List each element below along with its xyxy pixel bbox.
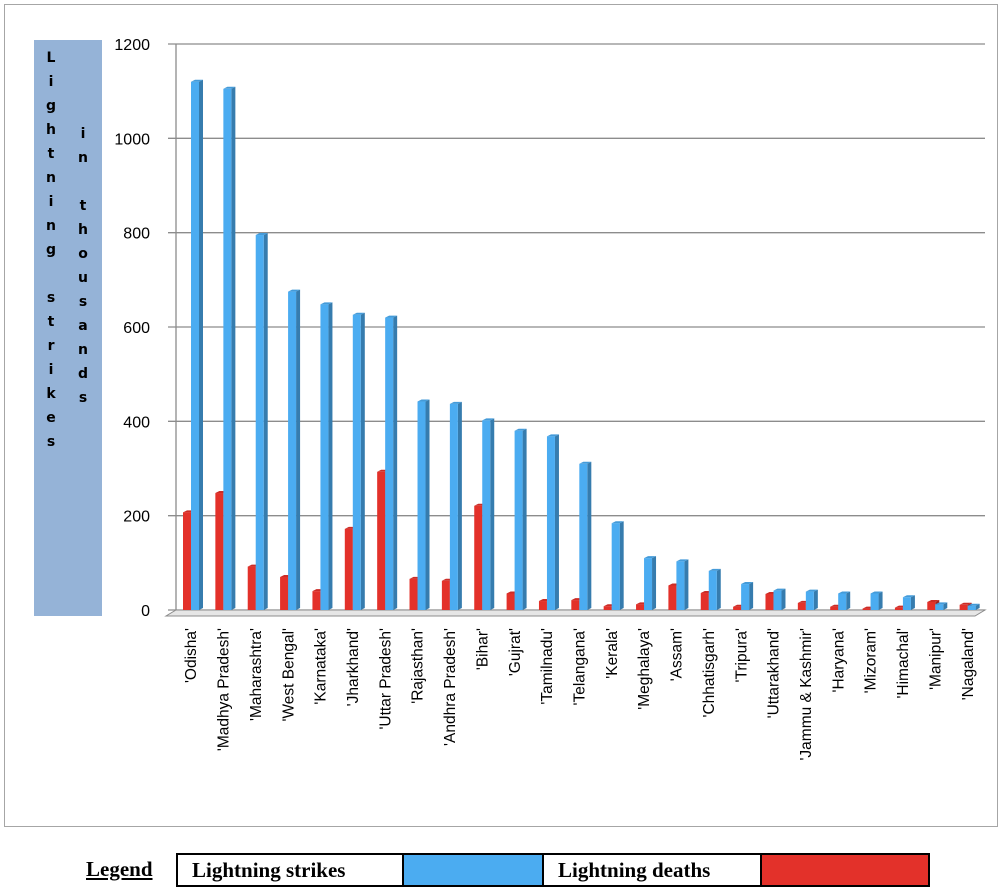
x-tick-label: 'Kerala' xyxy=(604,628,621,679)
y-tick-label: 600 xyxy=(123,320,150,337)
y-title-col1-char: e xyxy=(46,410,56,426)
legend: Legend Lightning strikes Lightning death… xyxy=(86,853,936,887)
y-title-col1-char: s xyxy=(46,290,56,306)
strikes-bar xyxy=(514,428,527,610)
y-title-col1-char: h xyxy=(46,122,56,138)
strikes-bar xyxy=(741,582,754,610)
x-tick-label: 'Odisha' xyxy=(183,628,200,683)
y-tick-label: 1200 xyxy=(114,37,150,54)
strikes-bar xyxy=(223,86,236,610)
legend-strikes-text: Lightning strikes xyxy=(192,857,346,882)
x-tick-label: 'Manipur' xyxy=(927,628,944,690)
y-title-col1-char: L xyxy=(46,50,56,66)
x-tick-label: 'Madhya Pradesh' xyxy=(216,628,233,751)
x-tick-label: 'Nagaland' xyxy=(960,628,977,700)
strikes-bar xyxy=(708,568,721,610)
strikes-bar xyxy=(385,315,398,610)
y-title-col2-char: s xyxy=(78,294,88,310)
x-tick-label: 'Jammu & Kashmir' xyxy=(798,628,815,761)
y-tick-label: 200 xyxy=(123,509,150,526)
legend-deaths-swatch xyxy=(760,853,930,887)
x-tick-label: 'West Bengal' xyxy=(280,628,297,722)
x-tick-label: 'Andhra Pradesh' xyxy=(442,628,459,746)
strikes-bar xyxy=(773,588,786,610)
y-title-col1-char: n xyxy=(46,218,56,234)
x-tick-label: 'Uttar Pradesh' xyxy=(377,628,394,730)
chart-floor xyxy=(164,609,987,617)
strikes-bar xyxy=(255,233,268,610)
y-title-col1-char: i xyxy=(48,194,54,210)
strikes-bar xyxy=(320,302,333,610)
y-title-col1-char: i xyxy=(48,74,54,90)
y-title-col2-char: t xyxy=(79,198,87,214)
strikes-bar xyxy=(191,79,203,610)
x-tick-label: 'Himachal' xyxy=(895,628,912,699)
y-title-col1-char: s xyxy=(46,434,56,450)
strikes-bar xyxy=(546,434,559,610)
y-title-col2-char: h xyxy=(78,222,88,238)
y-title-col1-char: k xyxy=(46,386,56,402)
x-tick-label: 'Uttarakhand' xyxy=(766,628,783,718)
strikes-bar xyxy=(579,461,592,610)
strikes-bar xyxy=(449,401,462,610)
y-title-col1-char: t xyxy=(47,314,55,330)
x-tick-label: 'Bihar' xyxy=(474,628,491,670)
strikes-bar xyxy=(611,521,624,610)
strikes-bar xyxy=(482,418,495,610)
strikes-bar xyxy=(805,589,818,610)
strikes-bar xyxy=(288,289,301,610)
x-tick-label: 'Mizoram' xyxy=(863,628,880,693)
x-tick-label: 'Haryana' xyxy=(830,628,847,693)
y-title-col2-char: s xyxy=(78,390,88,406)
x-tick-label: 'Maharashtra' xyxy=(248,628,265,721)
chart-frame xyxy=(4,4,998,827)
strikes-bar xyxy=(870,591,883,610)
y-title-col1-char: n xyxy=(46,170,56,186)
x-tick-label: 'Jharkhand' xyxy=(345,628,362,706)
y-title-col2-char: d xyxy=(78,366,89,382)
y-title-col2-char: i xyxy=(80,126,86,142)
strikes-bar xyxy=(644,556,657,610)
legend-deaths-text: Lightning deaths xyxy=(558,857,711,882)
y-tick-label: 800 xyxy=(123,226,150,243)
bar-chart: 0 200 400 600 800 1000 1200 'Odisha' 'Madhya Pra… xyxy=(114,37,987,761)
y-title-col2-char: n xyxy=(78,150,88,166)
y-title-col2-char: n xyxy=(78,342,88,358)
legend-deaths-label: Lightning deaths xyxy=(542,853,762,887)
x-tick-label: 'Gujrat' xyxy=(507,628,524,676)
x-tick-label: 'Tripura' xyxy=(733,628,750,682)
strikes-bar xyxy=(902,595,915,610)
strikes-bar xyxy=(352,312,365,610)
x-tick-label: 'Assam' xyxy=(669,628,686,681)
x-tick-label: 'Rajasthan' xyxy=(410,628,427,704)
strikes-bar xyxy=(967,603,980,610)
legend-title: Legend xyxy=(86,857,153,881)
y-title-col1-char: g xyxy=(46,98,57,114)
legend-strikes-label: Lightning strikes xyxy=(176,853,404,887)
y-tick-label: 1000 xyxy=(114,131,150,148)
y-title-col2-char: o xyxy=(78,246,88,262)
x-tick-label: 'Karnataka' xyxy=(313,628,330,705)
x-tick-label: 'Meghalaya' xyxy=(636,628,653,710)
x-tick-label: 'Chhatisgarh' xyxy=(701,628,718,718)
x-tick-label: 'Tamilnadu' xyxy=(539,628,556,705)
y-title-col2-char: u xyxy=(78,270,88,286)
y-title-col1-char: g xyxy=(46,242,57,258)
y-tick-label: 400 xyxy=(123,414,150,431)
strikes-bar xyxy=(838,591,851,610)
y-title-col1-char: i xyxy=(48,362,54,378)
y-title-col1-char: r xyxy=(47,338,55,354)
strikes-bar xyxy=(935,602,948,610)
strikes-bar xyxy=(417,399,430,610)
y-title-col1-char: t xyxy=(47,146,55,162)
y-title-col2-char: a xyxy=(78,318,88,334)
strikes-bar xyxy=(676,559,689,610)
legend-strikes-swatch xyxy=(402,853,544,887)
x-tick-label: 'Telangana' xyxy=(572,628,589,705)
y-tick-label: 0 xyxy=(141,603,150,620)
